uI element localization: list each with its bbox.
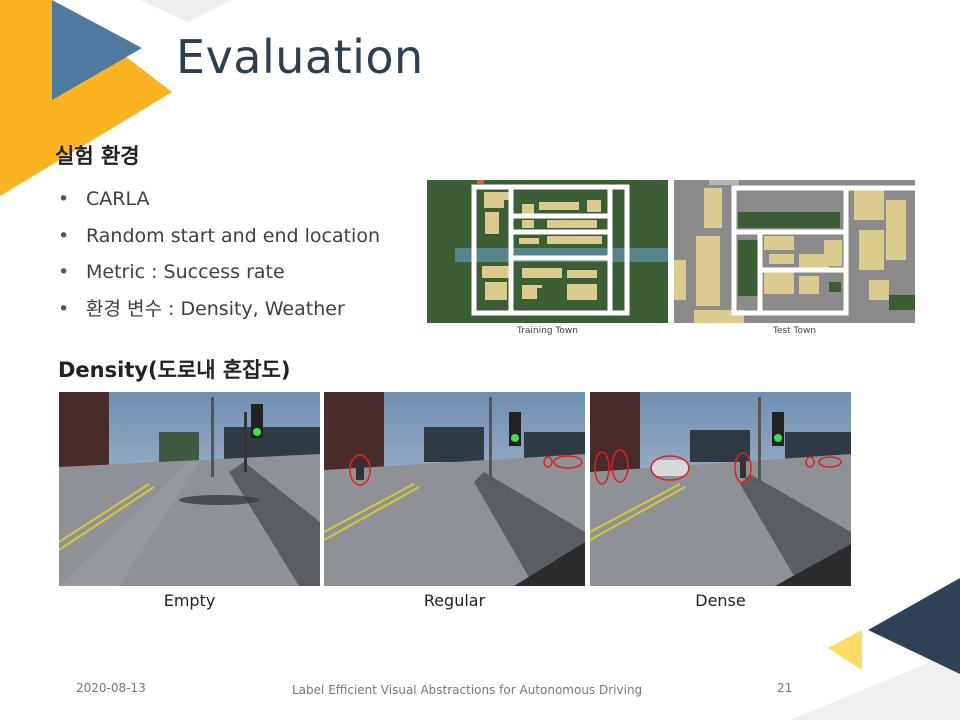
test-town-map (674, 180, 915, 323)
scene-dense-image (590, 392, 851, 586)
scene-empty-image (59, 392, 320, 586)
scene-empty-caption: Empty (163, 591, 216, 610)
bullet-item: • Metric : Success rate (58, 258, 380, 295)
bullet-list: • CARLA • Random start and end location • M… (58, 185, 380, 331)
scene-regular-caption: Regular (423, 591, 486, 610)
bullet-dot-icon: • (58, 261, 70, 283)
test-town-caption: Test Town (772, 326, 817, 336)
blue-triangle (52, 0, 142, 100)
yellow-triangle (0, 0, 172, 196)
section-heading-environment: 실험 환경 (55, 144, 140, 168)
training-town-caption: Training Town (517, 326, 578, 336)
bullet-item: • CARLA (58, 185, 380, 222)
gray-triangle (790, 650, 960, 720)
footer-talk-title: Label Efficient Visual Abstractions for … (292, 683, 643, 697)
gray-sliver (140, 0, 232, 22)
training-town-map (427, 180, 668, 323)
footer-page-number: 21 (777, 681, 793, 695)
bullet-dot-icon: • (58, 297, 70, 320)
navy-triangle (868, 578, 960, 674)
footer-date: 2020-08-13 (76, 681, 146, 695)
bullet-item: • Random start and end location (58, 222, 380, 259)
scene-dense-caption: Dense (695, 591, 746, 610)
scene-regular-image (324, 392, 585, 586)
corner-decoration-bottom-right (790, 578, 960, 720)
bullet-dot-icon: • (58, 188, 70, 210)
section-heading-density: Density(도로내 혼잡도) (58, 358, 291, 382)
bullet-dot-icon: • (58, 224, 70, 247)
bullet-item: • 환경 변수 : Density, Weather (58, 295, 380, 332)
slide-title: Evaluation (176, 30, 424, 84)
corner-decoration-top-left (0, 0, 232, 196)
light-yellow-triangle (828, 630, 862, 670)
